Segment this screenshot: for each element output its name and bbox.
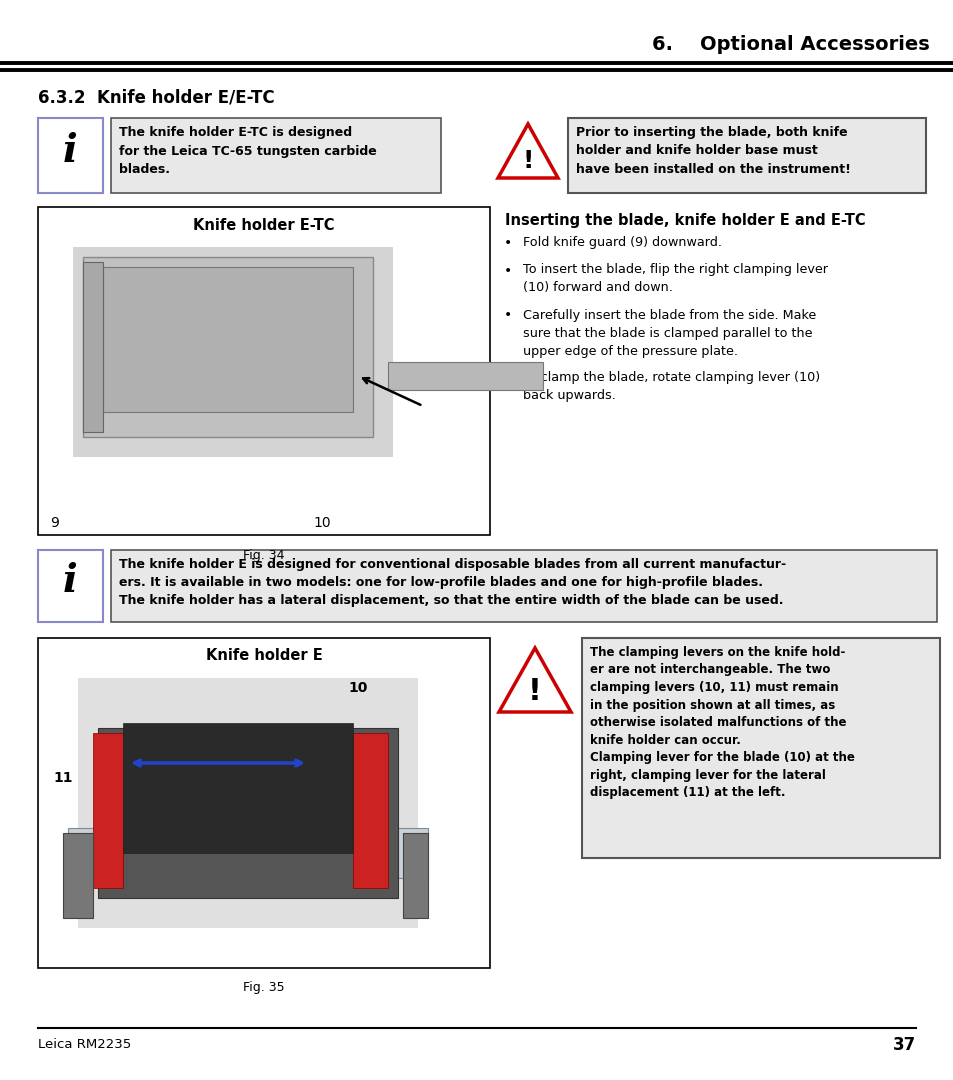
FancyBboxPatch shape	[388, 362, 542, 390]
Text: Knife holder E-TC: Knife holder E-TC	[193, 217, 335, 232]
FancyBboxPatch shape	[38, 207, 490, 535]
Text: 10: 10	[348, 681, 367, 696]
FancyBboxPatch shape	[63, 833, 92, 918]
Text: Inserting the blade, knife holder E and E-TC: Inserting the blade, knife holder E and …	[504, 213, 864, 228]
Text: 37: 37	[892, 1036, 915, 1054]
Text: To insert the blade, flip the right clamping lever
(10) forward and down.: To insert the blade, flip the right clam…	[522, 264, 827, 295]
Text: 6.    Optional Accessories: 6. Optional Accessories	[652, 36, 929, 54]
FancyBboxPatch shape	[581, 638, 939, 858]
FancyBboxPatch shape	[111, 118, 440, 193]
FancyBboxPatch shape	[567, 118, 925, 193]
Text: Fold knife guard (9) downward.: Fold knife guard (9) downward.	[522, 237, 721, 249]
Text: •: •	[503, 264, 512, 278]
Text: The clamping levers on the knife hold-
er are not interchangeable. The two
clamp: The clamping levers on the knife hold- e…	[589, 646, 854, 799]
FancyBboxPatch shape	[38, 638, 490, 968]
Text: Carefully insert the blade from the side. Make
sure that the blade is clamped pa: Carefully insert the blade from the side…	[522, 309, 816, 357]
FancyBboxPatch shape	[83, 262, 103, 432]
FancyBboxPatch shape	[83, 257, 373, 437]
Text: i: i	[63, 132, 78, 170]
FancyBboxPatch shape	[38, 118, 103, 193]
FancyBboxPatch shape	[103, 267, 353, 411]
Text: i: i	[63, 562, 78, 600]
Text: 11: 11	[53, 771, 72, 785]
Text: 9: 9	[50, 516, 59, 530]
Text: The knife holder E-TC is designed
for the Leica TC-65 tungsten carbide
blades.: The knife holder E-TC is designed for th…	[119, 126, 376, 176]
FancyBboxPatch shape	[98, 728, 397, 897]
Text: •: •	[503, 372, 512, 384]
FancyBboxPatch shape	[38, 550, 103, 622]
Text: 6.3.2  Knife holder E/E-TC: 6.3.2 Knife holder E/E-TC	[38, 87, 274, 106]
FancyBboxPatch shape	[68, 828, 428, 878]
Text: Knife holder E: Knife holder E	[206, 648, 322, 663]
Text: The knife holder E is designed for conventional disposable blades from all curre: The knife holder E is designed for conve…	[119, 558, 785, 607]
FancyBboxPatch shape	[111, 550, 936, 622]
FancyBboxPatch shape	[353, 733, 388, 888]
Text: !: !	[528, 676, 541, 705]
FancyBboxPatch shape	[92, 733, 123, 888]
Text: Fig. 35: Fig. 35	[243, 982, 285, 995]
Text: !: !	[521, 149, 533, 173]
Text: Prior to inserting the blade, both knife
holder and knife holder base must
have : Prior to inserting the blade, both knife…	[576, 126, 850, 176]
Text: 9: 9	[213, 806, 222, 820]
FancyBboxPatch shape	[402, 833, 428, 918]
FancyBboxPatch shape	[73, 247, 393, 457]
Text: Fig. 34: Fig. 34	[243, 549, 284, 562]
Text: •: •	[503, 309, 512, 323]
FancyBboxPatch shape	[123, 723, 353, 853]
Text: To clamp the blade, rotate clamping lever (10)
back upwards.: To clamp the blade, rotate clamping leve…	[522, 372, 820, 402]
Text: Leica RM2235: Leica RM2235	[38, 1039, 132, 1052]
Text: •: •	[503, 237, 512, 249]
FancyBboxPatch shape	[78, 678, 417, 928]
Text: 10: 10	[313, 516, 331, 530]
